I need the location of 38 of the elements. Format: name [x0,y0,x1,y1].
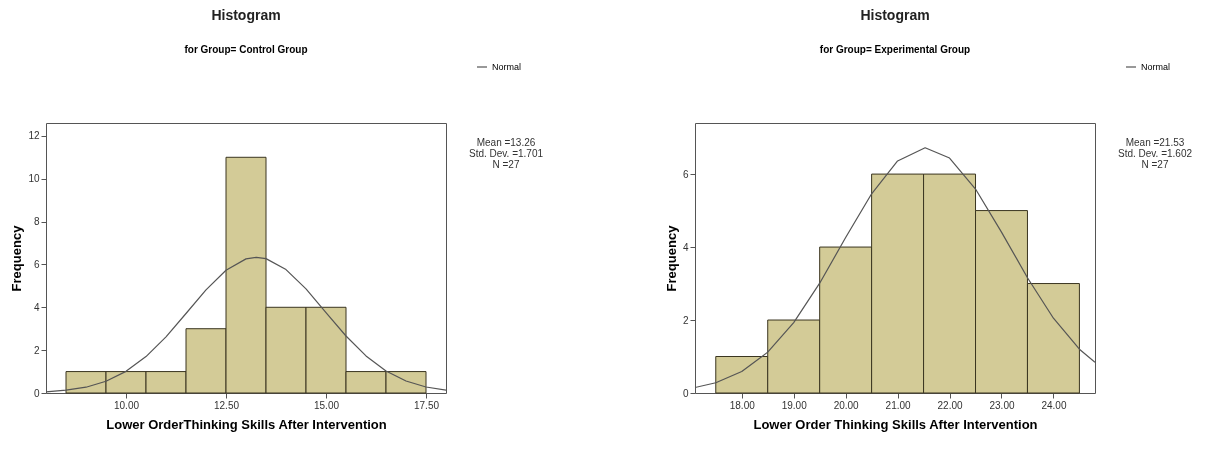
y-tick-label: 6 [682,168,689,180]
x-tick-label: 10.00 [113,399,140,411]
x-tick-label: 23.00 [989,399,1015,411]
x-tick-label: 22.00 [937,399,963,411]
x-tick-label: 19.00 [781,399,808,411]
y-tick-label: 12 [28,130,40,142]
text: N =27 [492,159,520,170]
x-tick-label: 24.00 [1041,399,1067,411]
legend-label: Normal [1141,62,1171,72]
chart-title: Histogram [211,7,281,23]
chart-subtitle: for Group= Experimental Group [819,44,971,55]
y-tick-label: 6 [33,258,40,270]
text: Mean =21.53 [1125,137,1185,148]
y-tick-label: 0 [33,387,40,399]
x-axis-title: Lower Order Thinking Skills After Intervention [753,416,1038,432]
legend-label: Normal [492,62,522,72]
y-tick-label: 4 [33,301,40,313]
y-tick-label: 10 [28,173,40,185]
text: Std. Dev. =1.701 [468,148,544,159]
x-tick-label: 18.00 [729,399,756,411]
x-tick-label: 21.00 [885,399,912,411]
x-tick-label: 20.00 [833,399,860,411]
y-axis-title: Frequency [9,224,25,292]
y-tick-label: 0 [682,387,689,399]
text: Mean =13.26 [476,137,536,148]
y-tick-label: 2 [682,314,689,326]
x-tick-label: 17.50 [413,399,440,411]
x-tick-label: 15.00 [313,399,340,411]
chart-title: Histogram [860,7,930,23]
y-tick-label: 2 [33,344,40,356]
text: Std. Dev. =1.602 [1117,148,1193,159]
text: N =27 [1141,159,1169,170]
y-axis-title: Frequency [663,224,679,292]
chart-subtitle: for Group= Control Group [184,44,308,55]
x-axis-title: Lower OrderThinking Skills After Intervention [106,416,387,432]
x-tick-label: 12.50 [213,399,240,411]
y-tick-label: 4 [682,241,689,253]
y-tick-label: 8 [33,216,40,228]
